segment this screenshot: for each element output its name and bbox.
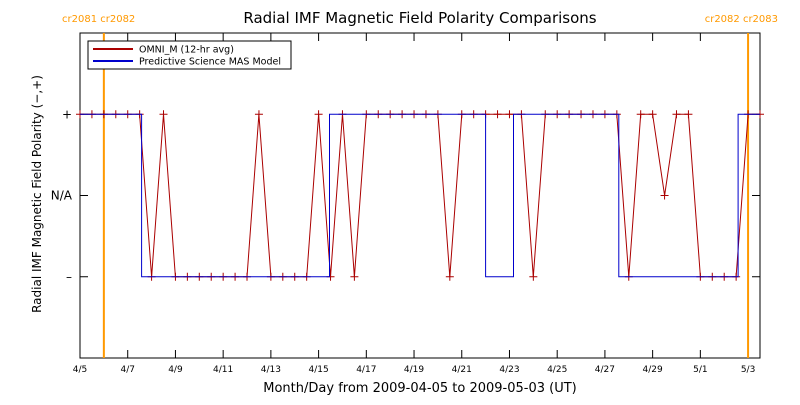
x-axis-label: Month/Day from 2009-04-05 to 2009-05-03 …: [263, 381, 576, 396]
omni-data-point: [529, 272, 538, 281]
omni-data-point: [254, 110, 263, 119]
carrington-label-left: cr2081 cr2082: [62, 14, 135, 25]
omni-data-point: [159, 110, 168, 119]
omni-data-point: [672, 110, 681, 119]
x-tick-label: 4/23: [499, 365, 519, 375]
omni-series-line: [80, 113, 760, 278]
omni-data-point: [648, 110, 657, 119]
carrington-label-right: cr2082 cr2083: [705, 14, 778, 25]
y-axis-label: Radial IMF Magnetic Field Polarity (−,+): [30, 75, 44, 313]
omni-data-point: [636, 110, 645, 119]
model-series-line: [80, 113, 760, 278]
y-tick-label: –: [66, 270, 72, 284]
x-tick-label: 4/29: [643, 365, 663, 375]
x-tick-label: 4/11: [213, 365, 233, 375]
x-tick-label: 4/13: [261, 365, 281, 375]
x-tick-label: 4/17: [356, 365, 376, 375]
x-tick-label: 4/7: [120, 365, 134, 375]
plot-frame: [79, 32, 761, 359]
plot-area: 4/5 4/7 4/9 4/11 4/13 4/15 4/17 4/19 4/21 4/23 4/2…: [51, 32, 764, 375]
x-tick-label: 4/15: [308, 365, 328, 375]
omni-data-point: [493, 110, 502, 119]
omni-data-point: [350, 272, 359, 281]
y-tick-label: +: [62, 107, 72, 121]
legend-label-omni: OMNI_M (12-hr avg): [139, 45, 234, 56]
x-tick-label: 5/3: [741, 365, 755, 375]
omni-data-point: [314, 110, 323, 119]
x-tick-label: 5/1: [693, 365, 707, 375]
legend: OMNI_M (12-hr avg)Predictive Science MAS…: [87, 40, 292, 70]
x-tick-label: 4/9: [168, 365, 183, 375]
y-tick-label: N/A: [51, 189, 73, 203]
omni-data-point: [660, 191, 669, 200]
x-tick-label: 4/5: [73, 365, 87, 375]
x-tick-label: 4/19: [404, 365, 424, 375]
x-tick-label: 4/27: [595, 365, 615, 375]
legend-box: [87, 40, 292, 70]
omni-data-point: [684, 110, 693, 119]
legend-label-model: Predictive Science MAS Model: [139, 57, 281, 68]
omni-data-point: [445, 272, 454, 281]
omni-data-point: [505, 110, 514, 119]
x-tick-label: 4/21: [452, 365, 472, 375]
x-tick-label: 4/25: [547, 365, 567, 375]
chart-title: Radial IMF Magnetic Field Polarity Compa…: [243, 9, 596, 27]
